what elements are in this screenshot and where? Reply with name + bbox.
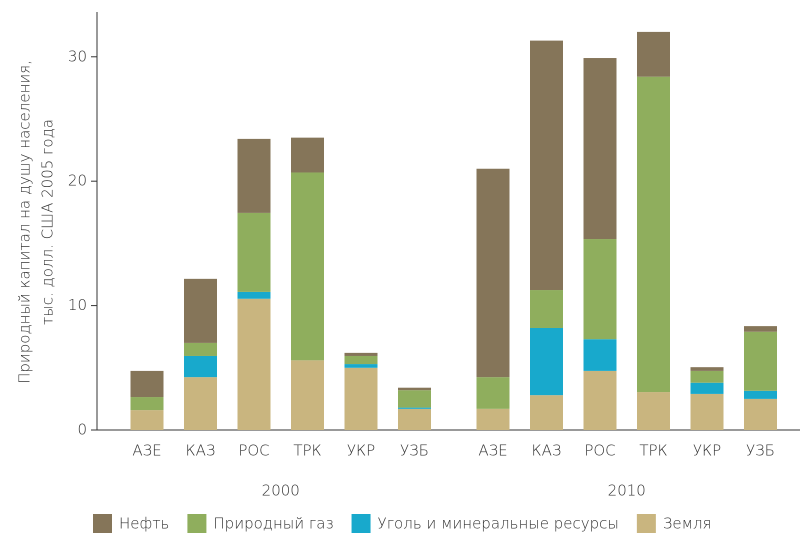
bar-segment: [130, 397, 164, 411]
bar-segment: [344, 364, 378, 368]
legend-swatch: [93, 514, 112, 533]
bar-segment: [583, 58, 617, 240]
bar-segment: [583, 239, 617, 340]
x-tick-label: ТРК: [293, 442, 321, 460]
bar-segment: [291, 172, 324, 361]
bar-segment: [583, 370, 617, 430]
legend-swatch: [636, 514, 656, 533]
bar-segment: [130, 410, 164, 430]
bar-segment: [690, 370, 724, 383]
bar-segment: [476, 168, 510, 378]
y-tick-label: 0: [77, 421, 87, 439]
bar-segment: [398, 408, 431, 430]
bar-segment: [237, 138, 271, 213]
bar-segment: [398, 390, 431, 408]
legend-swatch: [187, 514, 207, 533]
y-axis-label: Природный капитал на душу населения,: [16, 60, 34, 384]
legend-label: Природный газ: [213, 515, 333, 533]
bar-segment: [398, 387, 431, 391]
bar-segment: [344, 367, 378, 430]
y-tick-label: 20: [68, 172, 87, 190]
x-tick-label: УКР: [693, 442, 721, 460]
bar-segment: [184, 278, 217, 343]
bar-segment: [344, 352, 378, 356]
bar-segment: [637, 392, 670, 430]
bar-segment: [583, 339, 617, 371]
bar-segment: [690, 382, 724, 394]
bar-segment: [744, 331, 777, 391]
bar-segment: [130, 370, 164, 398]
x-tick-label: АЗЕ: [132, 442, 161, 460]
legend-swatch: [351, 514, 371, 533]
bar-segment: [237, 298, 271, 430]
x-tick-label: РОС: [584, 442, 615, 460]
group-label: 2010: [608, 482, 646, 500]
y-tick-label: 30: [68, 47, 87, 65]
bar-segment: [184, 342, 217, 356]
bar-segment: [744, 390, 777, 399]
bar-segment: [690, 367, 724, 371]
x-tick-label: УЗБ: [400, 442, 429, 460]
bar-segment: [530, 327, 563, 396]
bar-segment: [690, 393, 724, 430]
x-tick-label: УКР: [347, 442, 375, 460]
bar-segment: [744, 326, 777, 332]
bar-segment: [344, 355, 378, 365]
bar-segment: [291, 137, 324, 173]
legend-label: Уголь и минеральные ресурсы: [378, 515, 619, 533]
y-tick-label: 10: [68, 296, 87, 314]
x-tick-label: УЗБ: [746, 442, 775, 460]
bar-segment: [184, 377, 217, 430]
x-tick-label: РОС: [238, 442, 269, 460]
bar-segment: [744, 398, 777, 430]
legend-label: Земля: [663, 515, 712, 533]
bar-segment: [291, 360, 324, 430]
bar-segment: [637, 76, 670, 393]
bar-segment: [237, 291, 271, 299]
bar-segment: [237, 212, 271, 292]
bar-segment: [184, 355, 217, 378]
y-axis-label: тыс. долл. США 2005 года: [39, 119, 57, 325]
x-tick-label: ТРК: [639, 442, 667, 460]
bar-segment: [530, 395, 563, 430]
bar-segment: [637, 31, 670, 77]
legend-label: Нефть: [119, 515, 169, 533]
x-tick-label: КАЗ: [532, 442, 562, 460]
bar-segment: [530, 40, 563, 291]
bar-segment: [476, 408, 510, 430]
bar-segment: [476, 377, 510, 409]
group-label: 2000: [262, 482, 300, 500]
x-tick-label: АЗЕ: [478, 442, 507, 460]
bar-segment: [398, 407, 431, 409]
x-tick-label: КАЗ: [186, 442, 216, 460]
bar-segment: [530, 290, 563, 328]
